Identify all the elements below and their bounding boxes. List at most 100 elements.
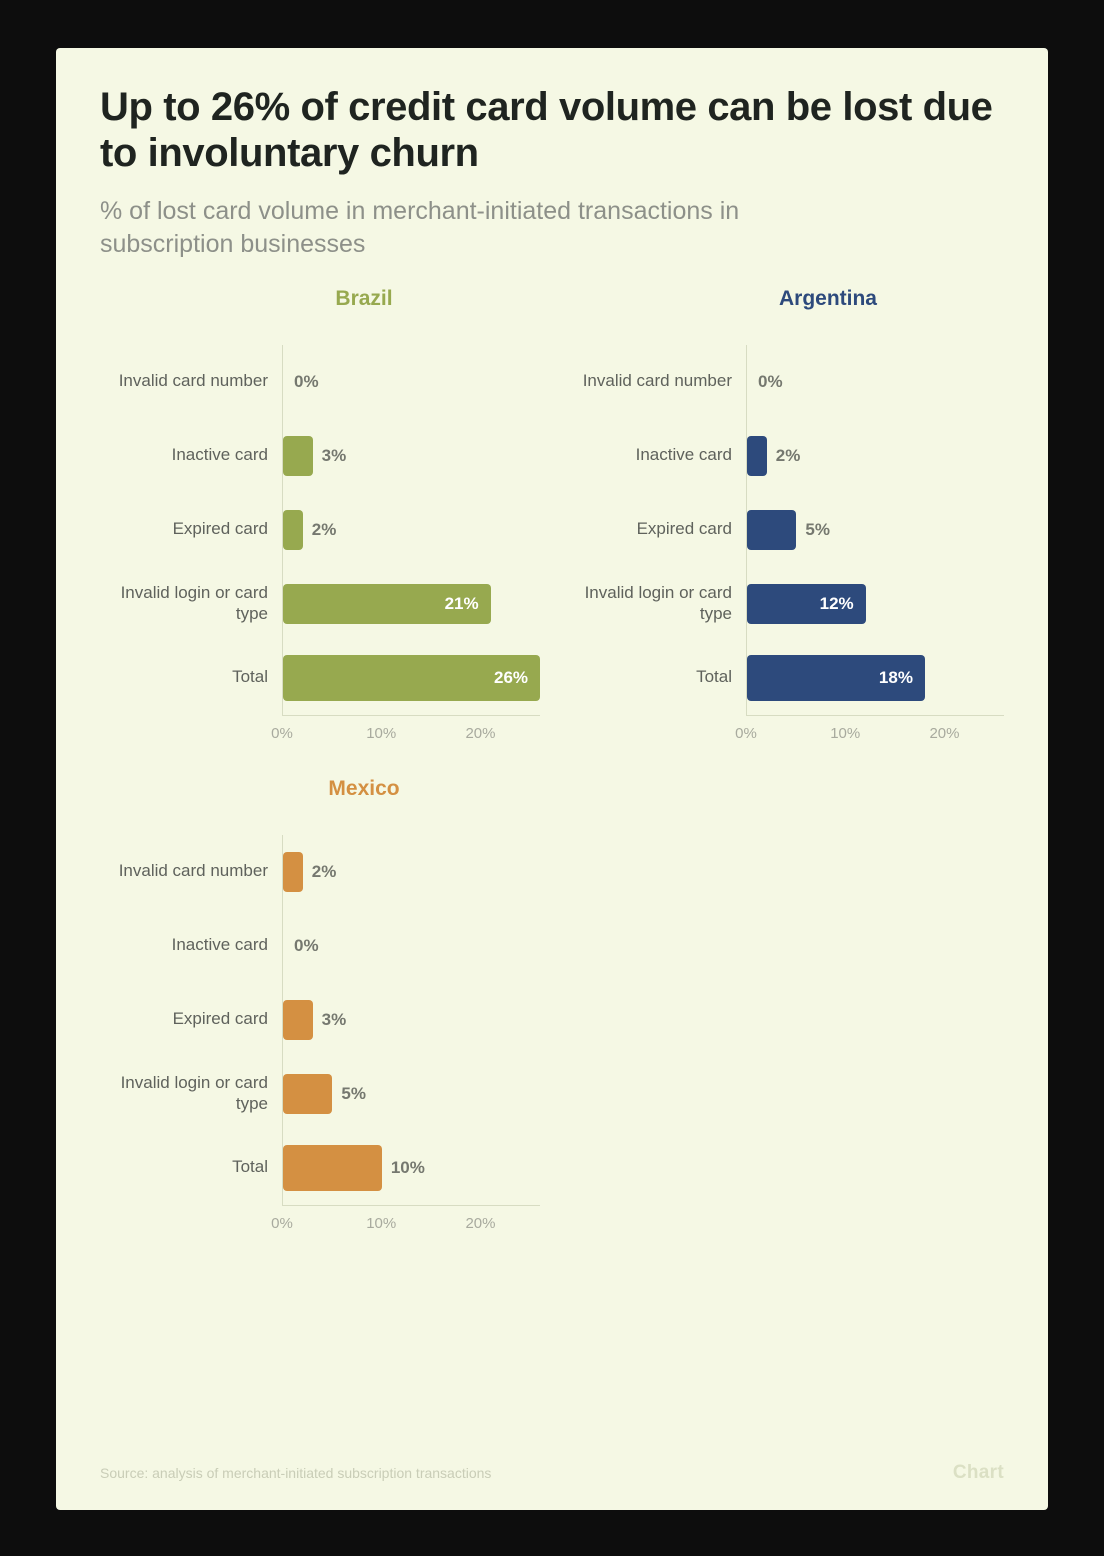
bar	[747, 435, 767, 476]
bar-plot-area: 21%	[282, 566, 540, 641]
chart-card: Up to 26% of credit card volume can be l…	[56, 48, 1048, 1510]
bar	[283, 1144, 382, 1191]
bar-plot-area: 0%	[746, 344, 1004, 419]
bar-row: Invalid login or card type 5%	[100, 1056, 540, 1131]
axis-tick-label: 20%	[929, 724, 960, 742]
bar-plot-area: 2%	[282, 492, 540, 567]
page-title: Up to 26% of credit card volume can be l…	[100, 85, 993, 176]
bar-rows: Invalid card number 0% Inactive card 3% Expi…	[100, 344, 540, 715]
bar	[283, 999, 313, 1040]
category-label: Expired card	[636, 519, 732, 539]
bar-value-label: 2%	[775, 445, 801, 465]
bar	[283, 509, 303, 550]
card-footer: Source: analysis of merchant-initiated s…	[100, 1462, 1004, 1484]
panel-title: Argentina	[778, 286, 877, 310]
category-label: Invalid card number	[582, 371, 732, 391]
bar-row: Invalid login or card type 21%	[100, 566, 540, 641]
bar-row: Invalid card number 0%	[100, 344, 540, 419]
bar-value-label: 3%	[321, 445, 347, 465]
category-label: Total	[696, 667, 732, 687]
bar-plot-area: 0%	[282, 908, 540, 983]
x-axis: 0% 10% 20%	[271, 714, 540, 749]
chart-subtitle: % of lost card volume in merchant-initia…	[100, 196, 740, 258]
bar-row: Inactive card 0%	[100, 908, 540, 983]
bar-value-label: 18%	[878, 667, 913, 687]
bar-plot-area: 3%	[282, 982, 540, 1057]
bar-row: Invalid card number 0%	[564, 344, 1004, 419]
category-label: Total	[232, 1157, 268, 1177]
bar-row: Expired card 2%	[100, 492, 540, 567]
axis-tick-label: 0%	[271, 1214, 293, 1232]
bar-value-label: 0%	[758, 371, 783, 391]
brand-logo: Chart	[952, 1462, 1004, 1483]
bar-value-label: 21%	[444, 593, 479, 613]
panel-brazil: Brazil Invalid card number 0% Inactive card…	[100, 287, 540, 749]
bar-row: Total 18%	[564, 640, 1004, 715]
panel-argentina: Argentina Invalid card number 0% Inactive c…	[564, 287, 1004, 749]
category-label: Inactive card	[171, 445, 268, 465]
bar-plot-area: 12%	[746, 566, 1004, 641]
bar-row: Total 26%	[100, 640, 540, 715]
bar-row: Inactive card 2%	[564, 418, 1004, 493]
bar-value-label: 0%	[294, 935, 319, 955]
bar-value-label: 5%	[341, 1083, 366, 1103]
bar-row: Total 10%	[100, 1130, 540, 1205]
bar-rows: Invalid card number 0% Inactive card 2% Expi…	[564, 344, 1004, 715]
bar-row: Expired card 5%	[564, 492, 1004, 567]
bar	[747, 509, 797, 550]
bar-plot-area: 3%	[282, 418, 540, 493]
bar-value-label: 0%	[294, 371, 319, 391]
axis-tick-label: 0%	[735, 724, 757, 742]
bar-row: Invalid card number 2%	[100, 834, 540, 909]
bar	[283, 1073, 333, 1114]
bar-plot-area: 0%	[282, 344, 540, 419]
category-label: Invalid login or card type	[120, 583, 268, 623]
bar-row: Expired card 3%	[100, 982, 540, 1057]
bar-plot-area: 2%	[746, 418, 1004, 493]
small-multiples-grid: Brazil Invalid card number 0% Inactive card…	[100, 287, 1004, 1239]
category-label: Invalid login or card type	[584, 583, 732, 623]
bar-value-label: 26%	[494, 667, 529, 687]
bar	[283, 851, 303, 892]
x-axis: 0% 10% 20%	[271, 1204, 540, 1239]
bar-plot-area: 10%	[282, 1130, 540, 1205]
bar-value-label: 2%	[311, 861, 337, 881]
bar	[283, 435, 313, 476]
bar	[747, 654, 925, 701]
bar	[283, 654, 540, 701]
bar-value-label: 12%	[819, 593, 854, 613]
bar-value-label: 2%	[311, 519, 337, 539]
bar-value-label: 3%	[321, 1009, 347, 1029]
bar	[747, 583, 866, 624]
bar-row: Invalid login or card type 12%	[564, 566, 1004, 641]
axis-tick-label: 20%	[465, 1214, 496, 1232]
bar-plot-area: 26%	[282, 640, 540, 715]
axis-tick-label: 10%	[366, 1214, 397, 1232]
axis-tick-label: 20%	[465, 724, 496, 742]
bar-rows: Invalid card number 2% Inactive card 0% Expi…	[100, 834, 540, 1205]
bar-plot-area: 5%	[746, 492, 1004, 567]
bar-value-label: 10%	[390, 1157, 425, 1177]
bar-value-label: 5%	[805, 519, 830, 539]
bar-plot-area: 5%	[282, 1056, 540, 1131]
category-label: Expired card	[172, 519, 268, 539]
bar-row: Inactive card 3%	[100, 418, 540, 493]
panel-title: Mexico	[328, 776, 400, 800]
axis-tick-label: 0%	[271, 724, 293, 742]
bar-plot-area: 2%	[282, 834, 540, 909]
category-label: Invalid card number	[118, 371, 268, 391]
category-label: Invalid card number	[118, 861, 268, 881]
axis-tick-label: 10%	[366, 724, 397, 742]
source-note: Source: analysis of merchant-initiated s…	[100, 1465, 492, 1482]
category-label: Total	[232, 667, 268, 687]
category-label: Expired card	[172, 1009, 268, 1029]
category-label: Invalid login or card type	[120, 1073, 268, 1113]
category-label: Inactive card	[635, 445, 732, 465]
bar-plot-area: 18%	[746, 640, 1004, 715]
panel-mexico: Mexico Invalid card number 2% Inactive card…	[100, 777, 540, 1239]
axis-tick-label: 10%	[830, 724, 861, 742]
x-axis: 0% 10% 20%	[735, 714, 1004, 749]
category-label: Inactive card	[171, 935, 268, 955]
panel-title: Brazil	[335, 286, 393, 310]
